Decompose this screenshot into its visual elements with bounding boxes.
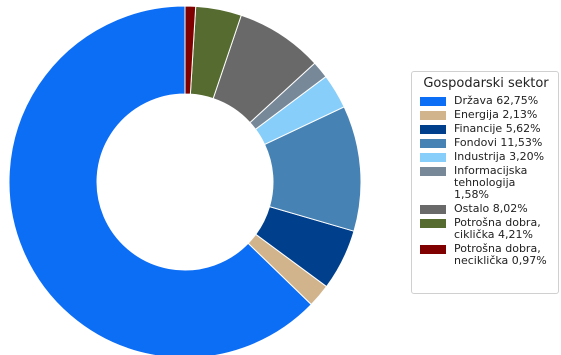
legend-item: Financije 5,62% — [420, 123, 552, 135]
legend-items: Država 62,75% Energija 2,13% Financije 5,6… — [420, 95, 552, 267]
legend-swatch — [420, 219, 446, 228]
legend: Gospodarski sektor Država 62,75% Energija… — [411, 71, 559, 294]
legend-item: Informacijska tehnologija 1,58% — [420, 165, 552, 201]
legend-item: Fondovi 11,53% — [420, 137, 552, 149]
legend-item: Potrošna dobra, ciklička 4,21% — [420, 217, 552, 241]
donut-slice-9 — [184, 5, 197, 95]
legend-swatch — [420, 111, 446, 120]
legend-swatch — [420, 97, 446, 106]
legend-swatch — [420, 139, 446, 148]
legend-swatch — [420, 245, 446, 254]
legend-label: Financije 5,62% — [454, 122, 541, 135]
legend-label: Fondovi 11,53% — [454, 136, 543, 149]
legend-swatch — [420, 153, 446, 162]
legend-label: Industrija 3,20% — [454, 150, 545, 163]
legend-label: Energija 2,13% — [454, 108, 538, 121]
legend-title: Gospodarski sektor — [423, 76, 549, 91]
donut-slice-1 — [8, 5, 313, 355]
legend-item: Potrošna dobra, neciklička 0,97% — [420, 243, 552, 267]
legend-swatch — [420, 205, 446, 214]
legend-label: Informacijska tehnologija 1,58% — [454, 164, 528, 201]
legend-item: Energija 2,13% — [420, 109, 552, 121]
legend-item: Ostalo 8,02% — [420, 203, 552, 215]
legend-swatch — [420, 167, 446, 176]
legend-label: Ostalo 8,02% — [454, 202, 528, 215]
legend-label: Potrošna dobra, ciklička 4,21% — [454, 216, 541, 241]
legend-item: Industrija 3,20% — [420, 151, 552, 163]
legend-item: Država 62,75% — [420, 95, 552, 107]
legend-swatch — [420, 125, 446, 134]
legend-label: Država 62,75% — [454, 94, 539, 107]
legend-label: Potrošna dobra, neciklička 0,97% — [454, 242, 547, 267]
